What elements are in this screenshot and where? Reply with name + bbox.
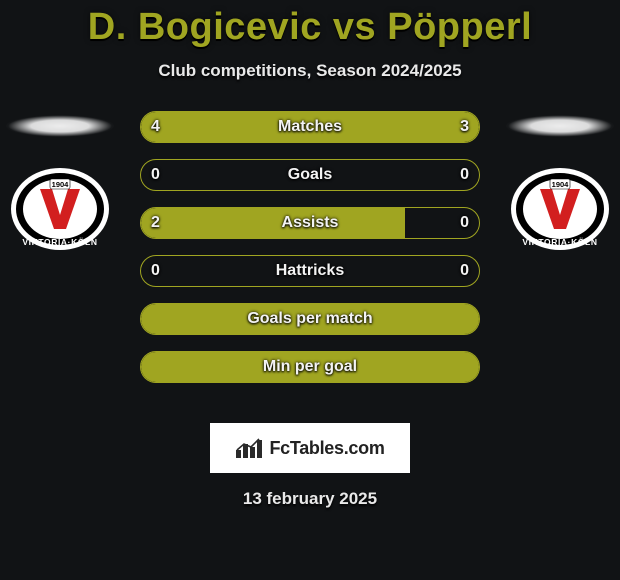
- stat-bar: Min per goal: [140, 351, 480, 383]
- stats-body: 1904 VIKTORIA·KÖLN 1904 VIKTORIA·KÖLN: [0, 111, 620, 411]
- stat-label: Goals: [141, 160, 479, 190]
- club-crest-left: 1904 VIKTORIA·KÖLN: [10, 167, 110, 251]
- brand-text: FcTables.com: [269, 438, 384, 459]
- stat-label: Assists: [141, 208, 479, 238]
- comparison-date: 13 february 2025: [0, 489, 620, 509]
- left-player-column: 1904 VIKTORIA·KÖLN: [0, 111, 120, 251]
- brand-badge[interactable]: FcTables.com: [210, 423, 410, 473]
- page-subtitle: Club competitions, Season 2024/2025: [0, 61, 620, 81]
- bar-chart-icon: [235, 436, 263, 460]
- svg-text:VIKTORIA·KÖLN: VIKTORIA·KÖLN: [522, 237, 597, 247]
- player-photo-placeholder: [506, 115, 614, 137]
- stat-bar: Goals per match: [140, 303, 480, 335]
- player-photo-placeholder: [6, 115, 114, 137]
- stat-bar: 00Hattricks: [140, 255, 480, 287]
- stat-label: Goals per match: [141, 304, 479, 334]
- page-title: D. Bogicevic vs Pöpperl: [0, 6, 620, 49]
- club-crest-right: 1904 VIKTORIA·KÖLN: [510, 167, 610, 251]
- stat-bar: 43Matches: [140, 111, 480, 143]
- stat-label: Min per goal: [141, 352, 479, 382]
- viktoria-koln-crest-icon: 1904 VIKTORIA·KÖLN: [510, 167, 610, 251]
- stat-bar: 00Goals: [140, 159, 480, 191]
- svg-text:1904: 1904: [52, 180, 70, 189]
- stat-label: Matches: [141, 112, 479, 142]
- viktoria-koln-crest-icon: 1904 VIKTORIA·KÖLN: [10, 167, 110, 251]
- stat-label: Hattricks: [141, 256, 479, 286]
- comparison-card: D. Bogicevic vs Pöpperl Club competition…: [0, 0, 620, 580]
- svg-text:VIKTORIA·KÖLN: VIKTORIA·KÖLN: [22, 237, 97, 247]
- stat-bars: 43Matches 00Goals 20Assists 00Hattricks Goal…: [140, 111, 480, 399]
- stat-bar: 20Assists: [140, 207, 480, 239]
- svg-text:1904: 1904: [552, 180, 570, 189]
- right-player-column: 1904 VIKTORIA·KÖLN: [500, 111, 620, 251]
